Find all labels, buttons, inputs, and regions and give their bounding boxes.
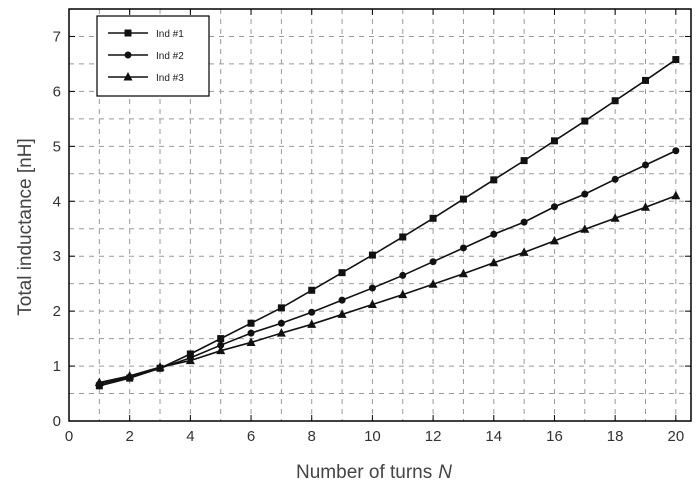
data-point-triangle (489, 257, 499, 267)
y-tick-label: 6 (53, 83, 61, 100)
data-point-triangle (610, 213, 620, 222)
y-tick-label: 1 (53, 358, 61, 375)
data-point-circle (459, 244, 467, 252)
data-point-square (641, 76, 649, 84)
data-point-circle (429, 258, 437, 266)
x-tick-label: 2 (126, 428, 134, 445)
data-point-circle (581, 190, 589, 198)
data-point-circle (611, 175, 619, 183)
data-point-triangle (94, 377, 104, 387)
data-point-triangle (428, 279, 438, 288)
legend-marker-square (124, 29, 132, 37)
y-tick-label: 7 (53, 28, 61, 45)
y-tick-label: 0 (53, 413, 61, 430)
data-point-square (399, 233, 407, 241)
data-point-triangle (671, 190, 681, 200)
legend-label-3: Ind #3 (156, 73, 184, 84)
data-point-square (429, 214, 437, 222)
legend-label-2: Ind #2 (156, 51, 184, 62)
series-lines (94, 56, 681, 390)
y-tick-label: 4 (53, 193, 61, 210)
data-point-square (611, 97, 619, 105)
data-point-square (672, 56, 680, 64)
data-point-triangle (307, 319, 317, 328)
data-point-triangle (519, 247, 529, 256)
x-axis-title-variable: N (438, 462, 452, 483)
data-point-circle (247, 329, 255, 337)
series-1 (95, 56, 680, 390)
legend-label-1: Ind #1 (156, 29, 184, 40)
data-point-square (186, 350, 194, 358)
series-line-1 (99, 58, 677, 387)
data-point-square (368, 251, 376, 259)
data-point-square (490, 176, 498, 184)
x-tick-label: 14 (485, 428, 502, 445)
data-point-circle (672, 147, 680, 155)
y-tick-label: 5 (53, 138, 61, 155)
data-point-square (459, 195, 467, 203)
legend-box (96, 15, 210, 97)
series-2 (95, 147, 680, 388)
x-tick-label: 10 (364, 428, 381, 445)
data-point-square (338, 269, 346, 277)
data-point-circle (277, 319, 285, 327)
data-point-triangle (216, 345, 226, 355)
data-point-triangle (640, 202, 650, 211)
data-point-circle (550, 203, 558, 211)
x-tick-label: 16 (546, 428, 563, 445)
data-point-triangle (276, 328, 286, 337)
data-point-triangle (458, 268, 468, 278)
y-tick-label: 3 (53, 248, 61, 265)
data-point-triangle (185, 355, 195, 365)
y-tick-label: 2 (53, 303, 61, 320)
data-point-triangle (337, 309, 347, 318)
plot-frame (68, 8, 692, 422)
data-point-circle (308, 308, 316, 316)
legend-marker-triangle (123, 72, 133, 81)
data-point-circle (368, 284, 376, 292)
data-point-circle (399, 271, 407, 279)
data-point-triangle (398, 289, 408, 299)
data-point-square (308, 286, 316, 294)
data-point-square (550, 137, 558, 145)
data-point-square (247, 319, 255, 327)
data-point-triangle (549, 235, 559, 245)
data-point-square (581, 117, 589, 125)
data-point-circle (217, 341, 225, 349)
data-point-square (520, 157, 528, 165)
data-point-triangle (367, 299, 377, 309)
grid-lines (69, 9, 691, 421)
legend: Ind #1 Ind #2 Ind #3 (96, 15, 210, 97)
data-point-square (277, 304, 285, 312)
series-line-3 (99, 195, 677, 384)
x-tick-label: 20 (667, 428, 684, 445)
x-axis-title: Number of turns N (296, 462, 452, 483)
x-axis-title-text: Number of turns (296, 462, 432, 483)
data-point-circle (641, 161, 649, 169)
y-axis-title: Total inductance [nH] (15, 138, 36, 315)
x-tick-label: 6 (247, 428, 255, 445)
series-3 (94, 190, 681, 387)
x-tick-label: 4 (186, 428, 194, 445)
x-tick-label: 18 (607, 428, 624, 445)
legend-marker-circle (124, 51, 132, 59)
data-point-circle (490, 230, 498, 238)
data-point-triangle (246, 337, 256, 346)
series-line-2 (99, 150, 677, 385)
x-tick-label: 8 (308, 428, 316, 445)
x-tick-label: 0 (65, 428, 73, 445)
x-tick-label: 12 (425, 428, 442, 445)
data-point-triangle (155, 362, 165, 371)
data-point-circle (338, 296, 346, 304)
data-point-circle (520, 218, 528, 226)
data-point-triangle (580, 224, 590, 233)
data-point-square (217, 335, 225, 343)
data-point-triangle (125, 370, 135, 380)
